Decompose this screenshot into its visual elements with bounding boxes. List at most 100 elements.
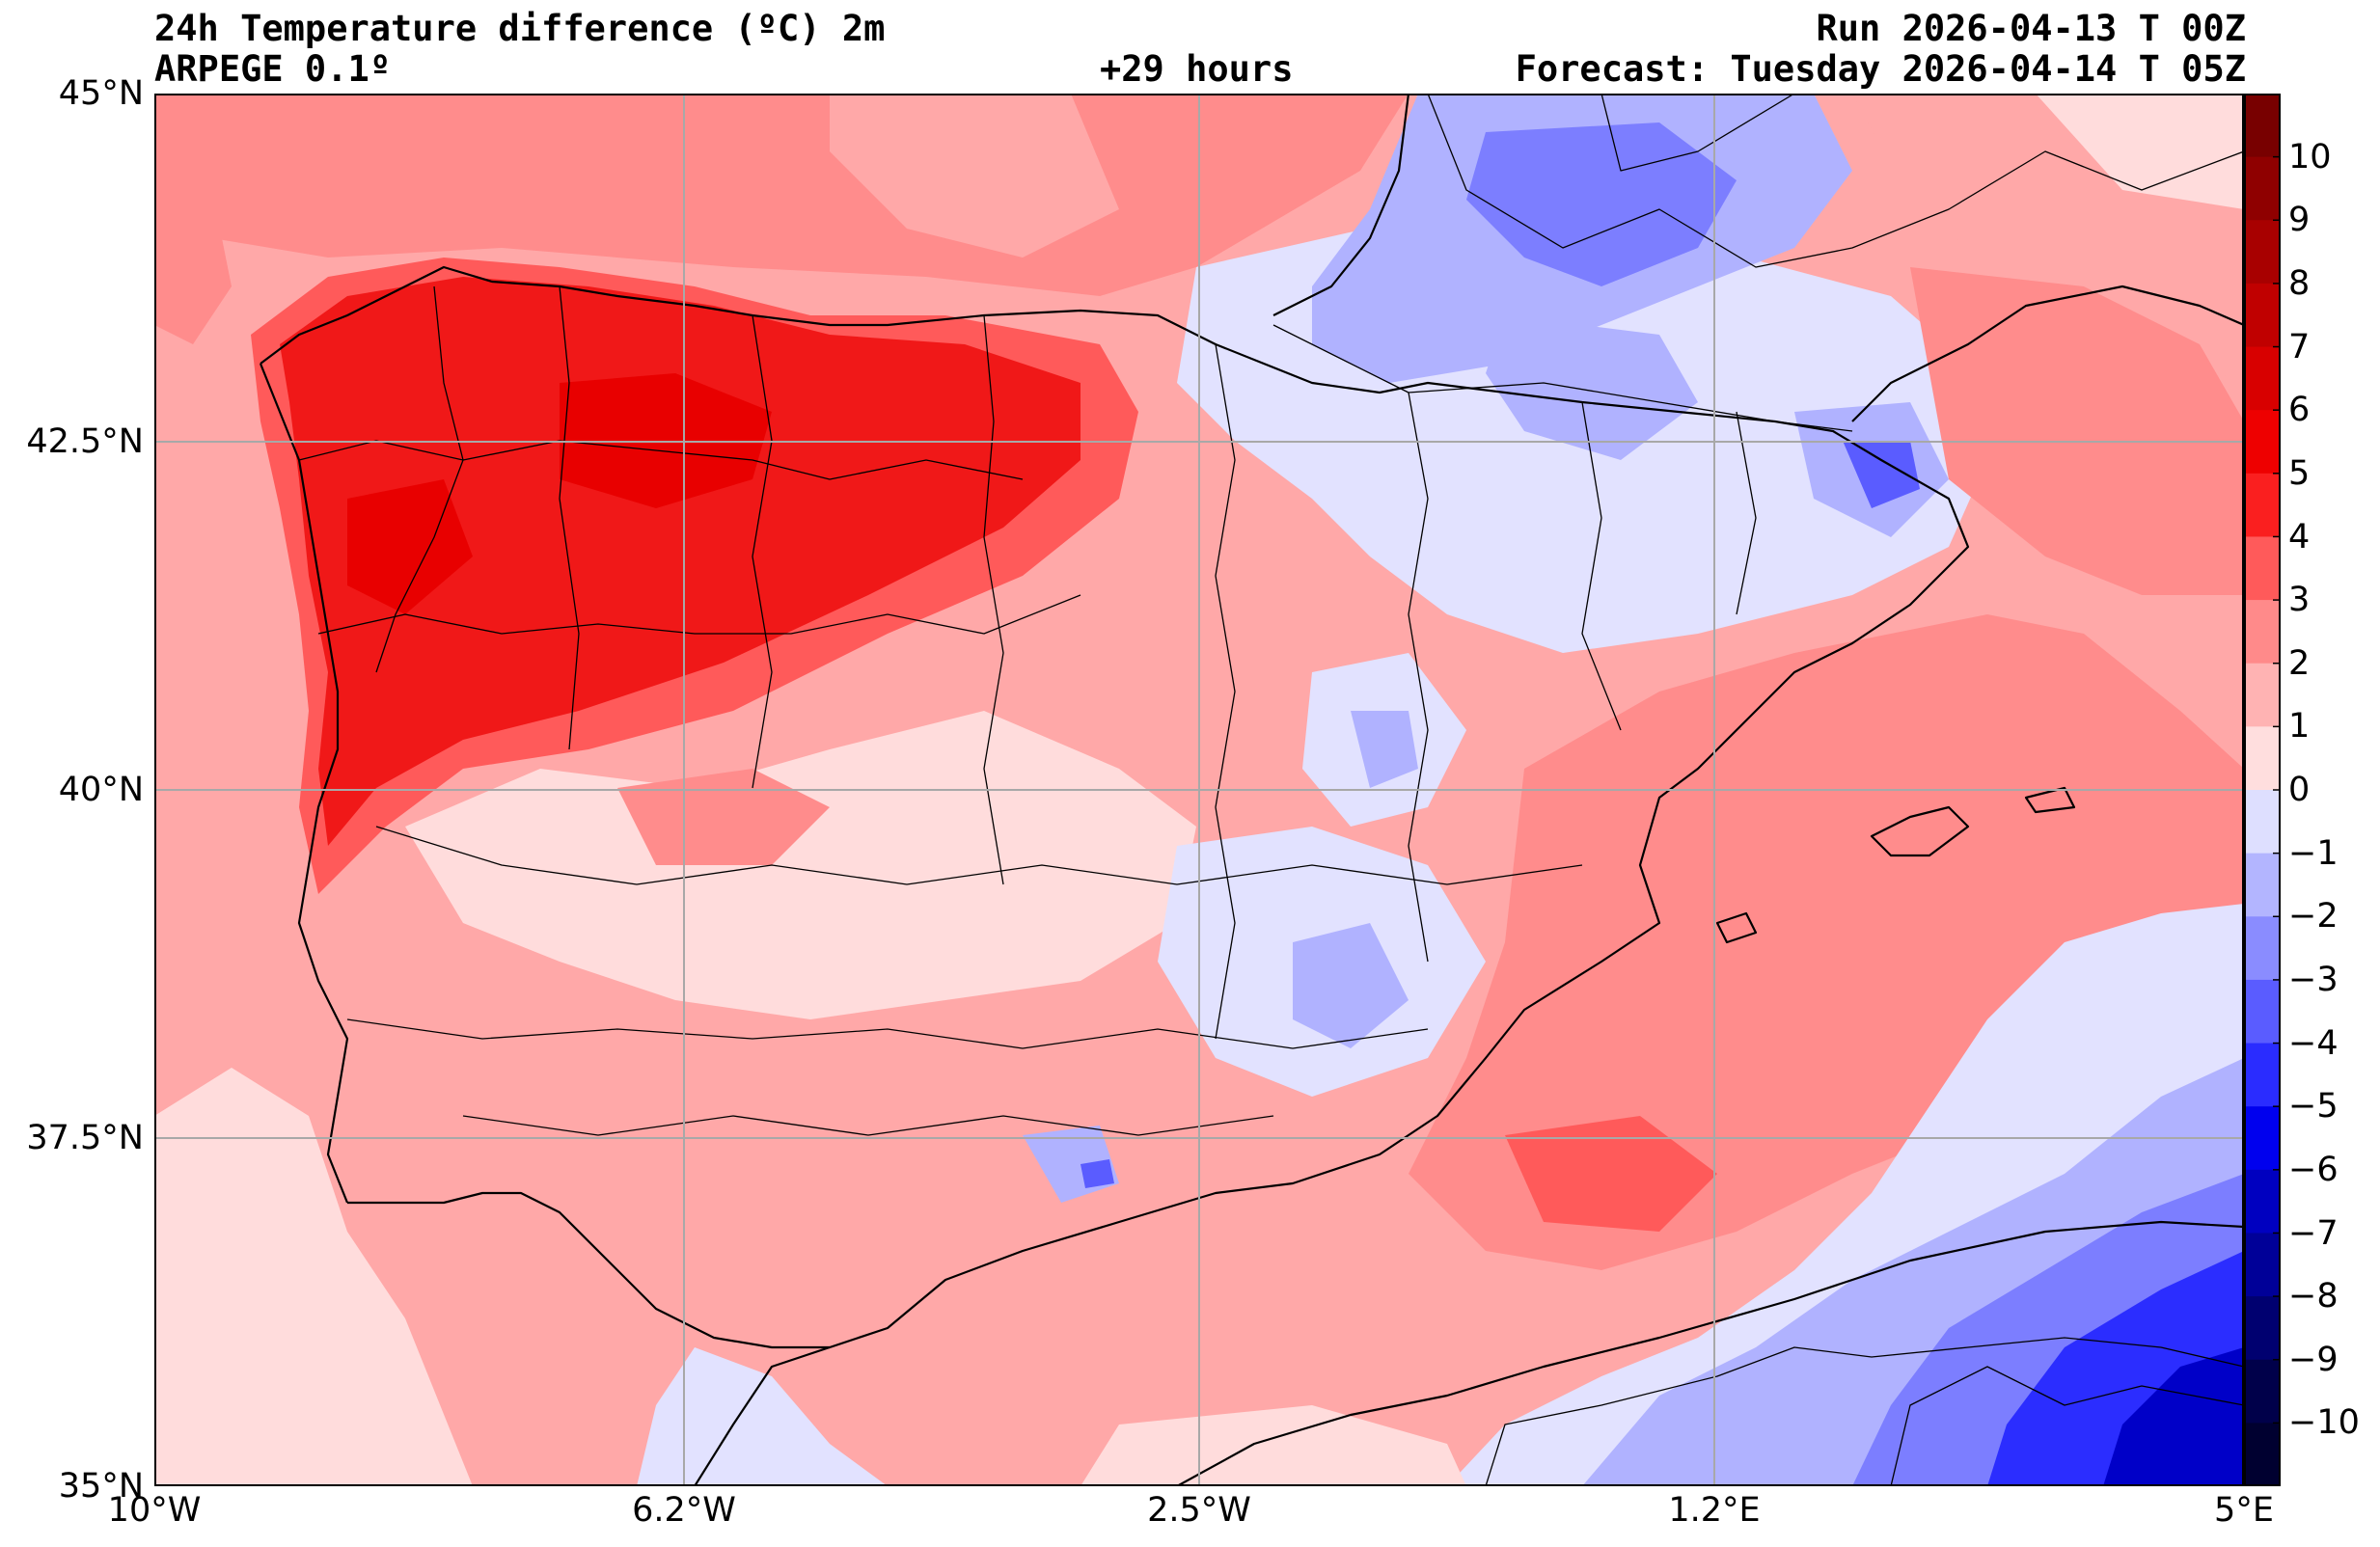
colorbar-label: −5	[2288, 1087, 2339, 1126]
north-africa-coast	[1176, 1220, 2244, 1486]
lon-label-5e: 5°E	[2214, 1491, 2274, 1530]
lon-label-1-2e: 1.2°E	[1668, 1491, 1761, 1530]
colorbar-band	[2244, 220, 2281, 285]
colorbar-band	[2244, 663, 2281, 727]
map-frame	[154, 94, 2244, 1486]
field-gulf-lion-warm	[1910, 267, 2244, 595]
algeria-borders-2	[1890, 1366, 2244, 1486]
field-morocco-faint	[637, 1347, 888, 1486]
france-west-coast	[1272, 94, 1410, 316]
colorbar-band	[2244, 600, 2281, 665]
colorbar-label: −7	[2288, 1213, 2339, 1253]
colorbar-label: −8	[2288, 1277, 2339, 1316]
border-5	[752, 314, 773, 789]
colorbar-band	[2244, 473, 2281, 538]
field-nw-warm-peak-2	[347, 479, 473, 614]
colorbar-label: 1	[2288, 707, 2311, 746]
lon-label-2-5w: 2.5°W	[1147, 1491, 1251, 1530]
colorbar-label: 9	[2288, 201, 2311, 240]
menorca-coast	[2024, 786, 2076, 814]
lat-label-42-5n: 42.5°N	[26, 422, 144, 461]
field-teruel-cool	[1351, 711, 1418, 788]
colorbar-band	[2244, 1423, 2281, 1486]
field-atlantic-sw	[154, 1068, 473, 1486]
colorbar-band	[2244, 916, 2281, 981]
algeria-borders	[1485, 1337, 2244, 1486]
field-murcia-cool	[1293, 923, 1409, 1048]
lon-label-10w: 10°W	[107, 1491, 202, 1530]
field-central-warm	[617, 769, 830, 865]
border-1	[375, 285, 464, 673]
pyrenees-border	[1272, 324, 1853, 432]
colorbar-band	[2244, 410, 2281, 475]
colorbar-band	[2244, 1296, 2281, 1361]
colorbar-label: −9	[2288, 1340, 2339, 1379]
border-8	[346, 1018, 1429, 1049]
colorbar-label: −4	[2288, 1023, 2339, 1063]
colorbar-label: 6	[2288, 391, 2311, 430]
field-mediterranean-warm	[1409, 614, 2244, 1270]
lat-label-37-5n: 37.5°N	[26, 1119, 144, 1157]
colorbar-band	[2244, 156, 2281, 221]
morocco-coast-west	[694, 1345, 831, 1486]
forecast-time: Forecast: Tuesday 2026-04-14 T 05Z	[1515, 48, 2246, 90]
colorbar-band	[2244, 979, 2281, 1045]
temperature-map	[154, 94, 2244, 1486]
colorbar-band	[2244, 346, 2281, 411]
admin-borders	[298, 94, 2244, 1486]
field-pyrenees-cool-mid	[1466, 122, 1737, 286]
border-2	[298, 440, 1024, 480]
border-11	[1408, 392, 1429, 963]
colorbar-band	[2244, 853, 2281, 917]
colorbar-band	[2244, 726, 2281, 791]
field-central-faint	[405, 711, 1196, 1019]
colorbar-label: −6	[2288, 1150, 2339, 1189]
field-biscay-east	[830, 94, 1119, 258]
colorbar-band	[2244, 1043, 2281, 1107]
colorbar-band	[2244, 536, 2281, 601]
border-6	[983, 314, 1004, 885]
border-3	[317, 594, 1081, 635]
colorbar-label: 0	[2288, 771, 2311, 809]
colorbar-band	[2244, 283, 2281, 348]
border-9	[462, 1115, 1274, 1136]
colorbar-band	[2244, 1233, 2281, 1297]
run-time: Run 2026-04-13 T 00Z	[1816, 8, 2246, 49]
colorbar-band	[2244, 1169, 2281, 1235]
border-7	[375, 826, 1583, 885]
border-4	[559, 285, 580, 750]
graticule	[154, 94, 2244, 1486]
colorbar-label: 5	[2288, 453, 2311, 493]
colorbar-band	[2244, 1359, 2281, 1424]
coastlines	[259, 94, 2244, 1486]
field-alps-faint	[2036, 94, 2244, 209]
field-morocco-east	[1081, 1405, 1466, 1486]
lat-label-45n: 45°N	[58, 74, 144, 113]
gulf-lion-coast	[1851, 285, 2244, 422]
model-name: ARPEGE 0.1º	[154, 48, 392, 90]
colorbar-label: −10	[2288, 1403, 2360, 1443]
field-sierra-cool-core	[1081, 1159, 1114, 1188]
france-borders	[1427, 94, 2244, 268]
border-10	[1215, 343, 1236, 1040]
lead-time: +29 hours	[1100, 48, 1294, 90]
field-catalonia-cool-core	[1843, 441, 1920, 508]
france-borders-2	[1600, 94, 1795, 172]
field-nw-warm-core	[280, 277, 1081, 846]
field-biscay	[154, 94, 1409, 296]
colorbar-band	[2244, 94, 2281, 158]
colorbar-band	[2244, 790, 2281, 855]
lon-label-6-2w: 6.2°W	[632, 1491, 736, 1530]
field-alboran-warm	[1505, 1116, 1717, 1232]
colorbar-label: −3	[2288, 960, 2339, 999]
colorbar-label: 10	[2288, 137, 2332, 176]
map-title: 24h Temperature difference (ºC) 2m	[154, 8, 886, 49]
colorbar-frame	[2244, 94, 2281, 1486]
colorbar-label: −2	[2288, 897, 2339, 936]
field-algeria-cool-core	[2103, 1347, 2244, 1486]
colorbar-label: 3	[2288, 581, 2311, 620]
border-13	[1736, 411, 1757, 615]
field-ebro-cool	[1486, 315, 1698, 460]
colorbar-label: 4	[2288, 517, 2311, 556]
ibiza-coast	[1715, 911, 1758, 944]
